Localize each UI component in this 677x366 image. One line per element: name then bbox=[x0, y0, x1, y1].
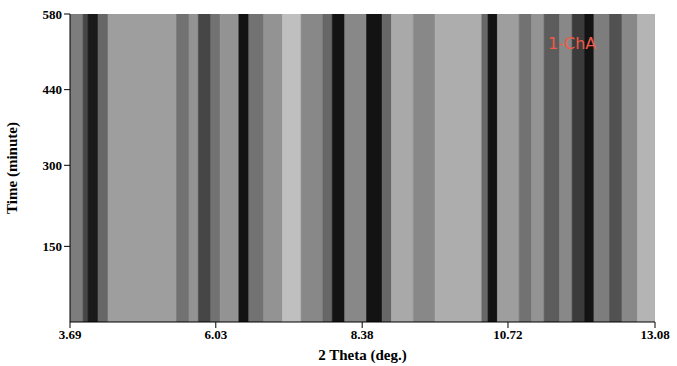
svg-text:3.69: 3.69 bbox=[59, 327, 82, 342]
svg-text:13.08: 13.08 bbox=[640, 327, 670, 342]
svg-text:6.03: 6.03 bbox=[204, 327, 227, 342]
svg-text:2 Theta (deg.): 2 Theta (deg.) bbox=[318, 347, 406, 364]
svg-text:580: 580 bbox=[43, 7, 63, 22]
html-text:1-ChA: 1-ChA bbox=[548, 34, 597, 53]
svg-text:440: 440 bbox=[43, 82, 63, 97]
svg-text:10.72: 10.72 bbox=[493, 327, 522, 342]
svg-text:Time (minute): Time (minute) bbox=[4, 122, 21, 214]
svg-text:300: 300 bbox=[43, 158, 63, 173]
svg-text:150: 150 bbox=[43, 239, 63, 254]
svg-text:8.38: 8.38 bbox=[351, 327, 374, 342]
